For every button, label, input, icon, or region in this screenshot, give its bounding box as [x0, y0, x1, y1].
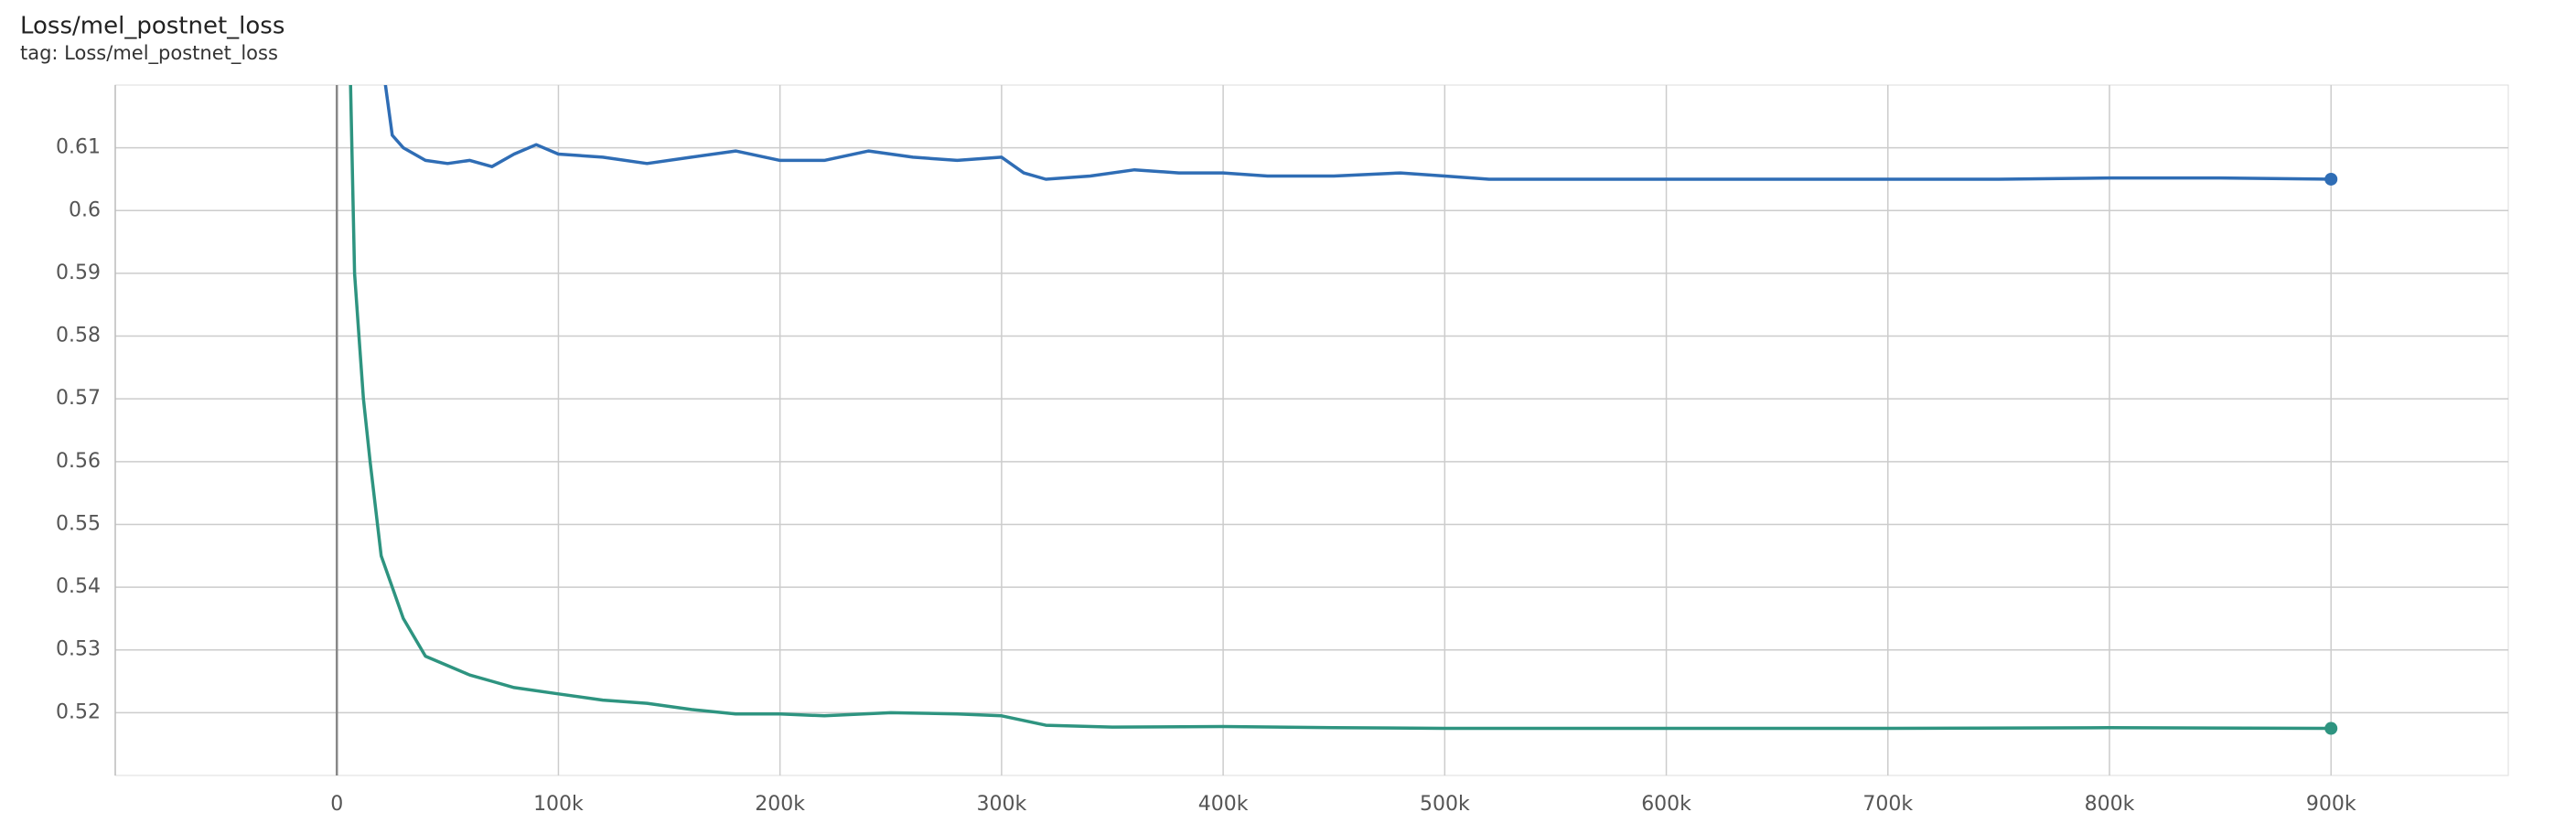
- y-tick-label: 0.61: [56, 136, 101, 159]
- plot-border: [114, 84, 2509, 776]
- y-tick-label: 0.53: [56, 638, 101, 661]
- y-tick-label: 0.59: [56, 262, 101, 284]
- x-tick-label: 600k: [1641, 793, 1691, 816]
- y-tick-label: 0.58: [56, 325, 101, 347]
- end-point: [2324, 721, 2338, 735]
- y-tick-label: 0.54: [56, 575, 101, 598]
- y-tick-label: 0.52: [56, 700, 101, 723]
- y-tick-label: 0.56: [56, 450, 101, 473]
- end-point: [2324, 172, 2338, 186]
- x-tick-label: 300k: [977, 793, 1027, 816]
- series-line: [349, 85, 2332, 731]
- x-tick-label: 0: [330, 793, 343, 816]
- y-tick-label: 0.6: [69, 198, 101, 221]
- x-tick-label: 900k: [2306, 793, 2356, 816]
- y-tick-label: 0.57: [56, 387, 101, 410]
- series-line: [383, 85, 2332, 181]
- plot-area: [349, 85, 2338, 735]
- x-tick-label: 100k: [533, 793, 584, 816]
- x-tick-label: 700k: [1862, 793, 1913, 816]
- y-tick-label: 0.55: [56, 512, 101, 535]
- x-tick-label: 400k: [1198, 793, 1249, 816]
- chart-subtitle: tag: Loss/mel_postnet_loss: [20, 42, 278, 65]
- x-tick-label: 200k: [755, 793, 805, 816]
- x-tick-label: 800k: [2085, 793, 2135, 816]
- x-tick-label: 500k: [1420, 793, 1470, 816]
- chart-title: Loss/mel_postnet_loss: [20, 13, 284, 40]
